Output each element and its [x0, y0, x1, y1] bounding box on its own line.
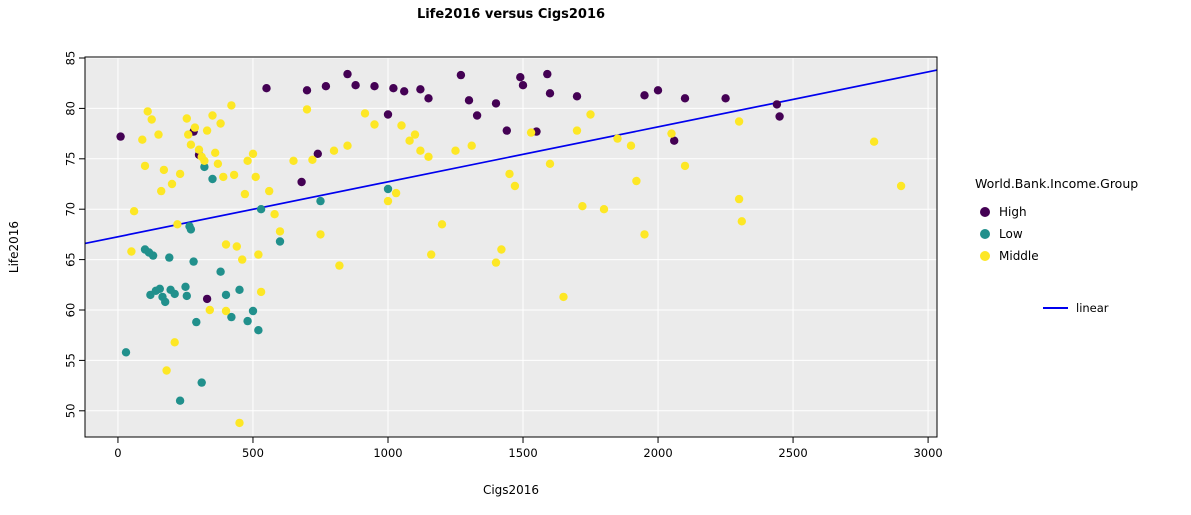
legend-items: High Low Middle [975, 205, 1189, 263]
legend-item-label: Middle [999, 249, 1039, 263]
legend-item-label: High [999, 205, 1027, 219]
svg-text:1000: 1000 [373, 446, 402, 460]
legend-title: World.Bank.Income.Group [975, 176, 1139, 191]
svg-text:50: 50 [64, 403, 78, 418]
svg-text:70: 70 [64, 202, 78, 217]
svg-text:55: 55 [64, 353, 78, 368]
svg-text:1500: 1500 [508, 446, 537, 460]
svg-text:85: 85 [64, 51, 78, 66]
svg-text:2500: 2500 [778, 446, 807, 460]
chart-title: Life2016 versus Cigs2016 [416, 7, 606, 22]
legend-swatch-low [980, 229, 990, 239]
legend: World.Bank.Income.Group High Low Middle li… [975, 176, 1189, 315]
y-axis-label: Life2016 [7, 220, 21, 274]
svg-text:3000: 3000 [913, 446, 942, 460]
svg-text:65: 65 [64, 252, 78, 267]
svg-text:75: 75 [64, 151, 78, 166]
svg-text:80: 80 [64, 101, 78, 116]
legend-item-label: Low [999, 227, 1023, 241]
regression-line-swatch [1043, 307, 1068, 309]
legend-swatch-high [980, 207, 990, 217]
legend-item-high: High [975, 205, 1189, 219]
legend-item-middle: Middle [975, 249, 1189, 263]
svg-text:60: 60 [64, 303, 78, 318]
svg-text:0: 0 [114, 446, 121, 460]
legend-line-entry: linear [1043, 301, 1189, 315]
legend-item-low: Low [975, 227, 1189, 241]
svg-text:2000: 2000 [643, 446, 672, 460]
x-axis-label: Cigs2016 [482, 483, 540, 497]
legend-swatch-middle [980, 251, 990, 261]
regression-line-label: linear [1076, 301, 1109, 315]
svg-text:500: 500 [242, 446, 264, 460]
